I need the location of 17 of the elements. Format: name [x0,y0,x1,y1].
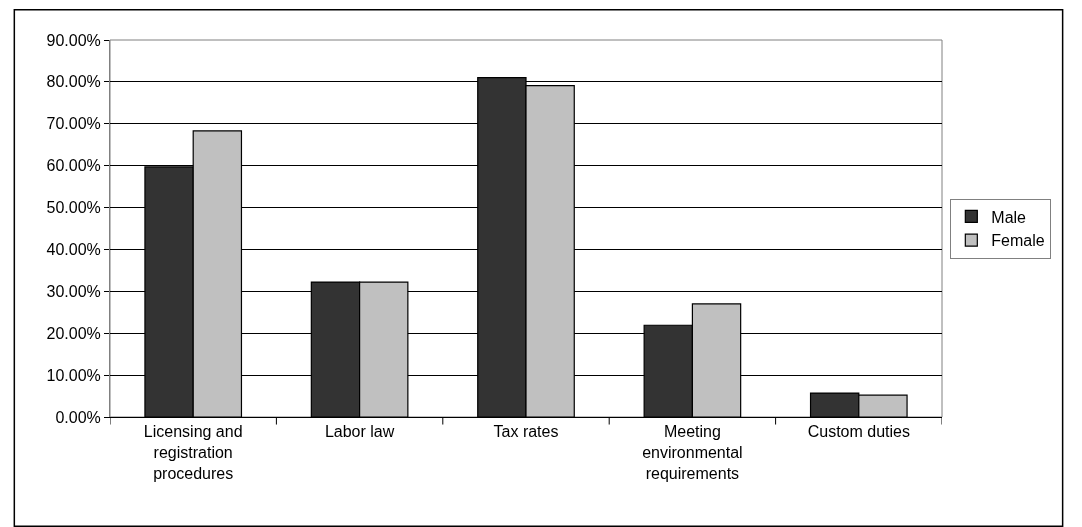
y-tick-label: 30.00% [46,282,101,300]
y-tick-label: 80.00% [46,73,101,91]
y-tick-label: 50.00% [46,199,101,217]
y-tick-label: 0.00% [55,408,101,426]
legend-label: Male [991,208,1027,226]
legend-label: Female [991,232,1045,250]
y-tick-label: 70.00% [46,115,101,133]
x-tick-label: Meeting environmental requirements [642,423,743,482]
y-tick-label: 10.00% [46,366,101,384]
x-tick-label: Licensing and registration procedures [143,423,243,482]
y-tick-label: 90.00% [46,31,101,49]
x-tick-label: Custom duties [807,423,910,441]
x-tick-label: Tax rates [493,423,559,441]
y-tick-label: 20.00% [46,324,101,342]
x-tick-label: Labor law [324,423,395,441]
y-tick-label: 60.00% [46,157,101,175]
y-tick-label: 40.00% [46,241,101,259]
